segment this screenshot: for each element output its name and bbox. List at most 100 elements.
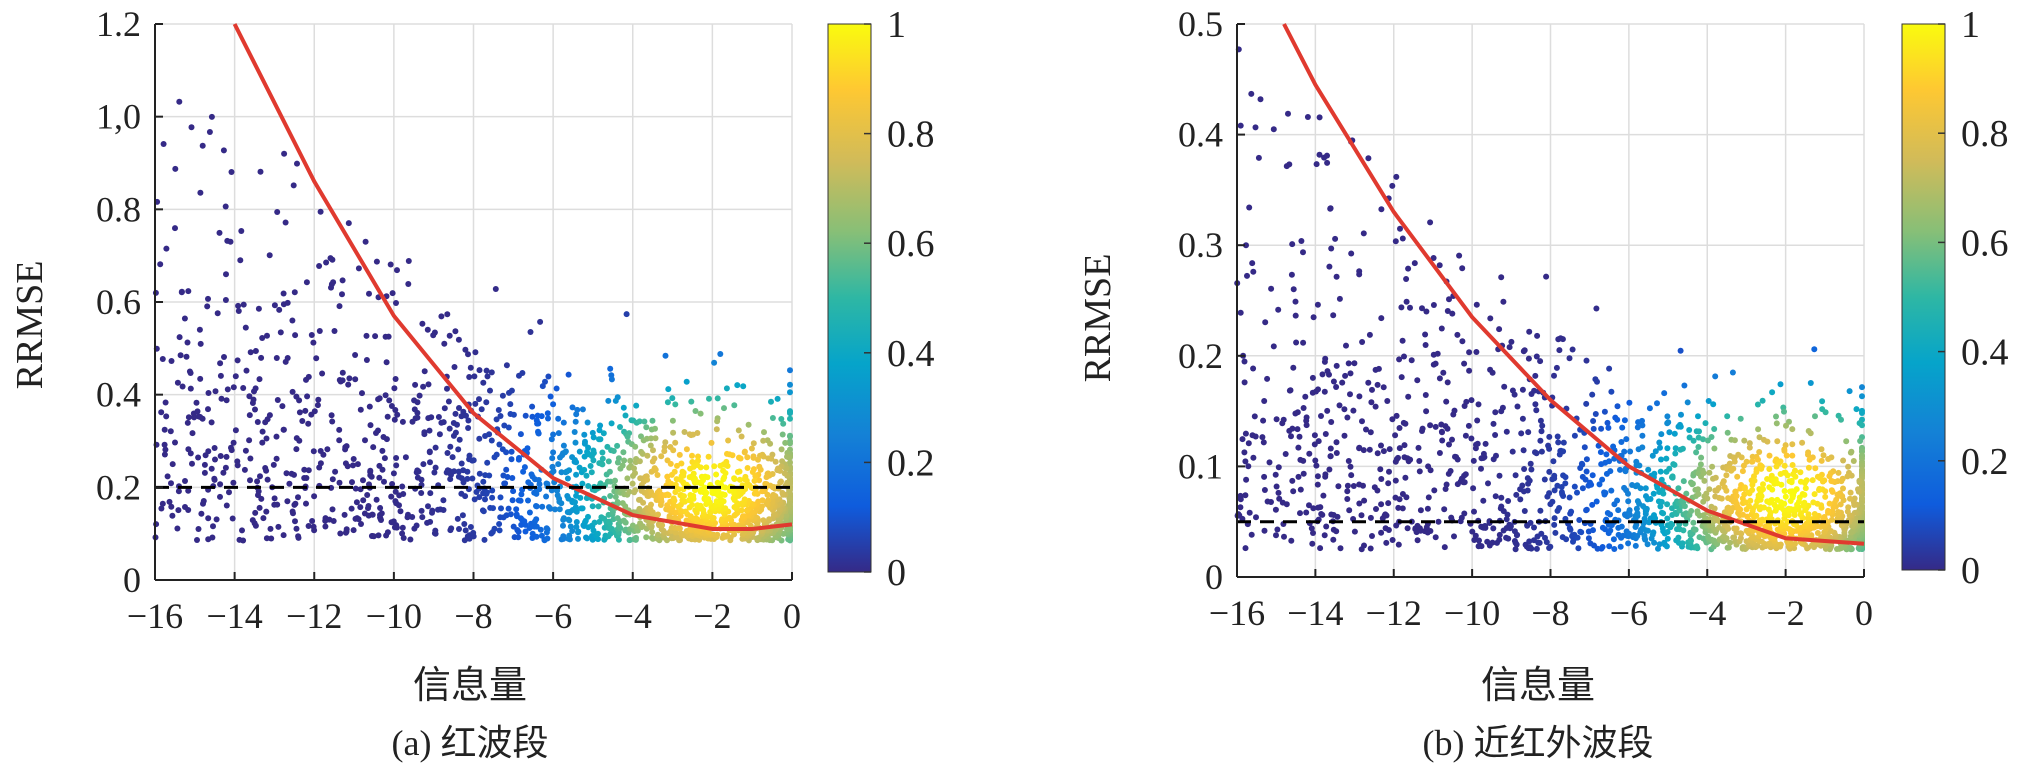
scatter-point <box>1766 466 1773 472</box>
scatter-point <box>1583 456 1590 463</box>
scatter-point <box>257 168 264 175</box>
scatter-point <box>759 503 765 510</box>
scatter-point <box>1649 452 1656 459</box>
scatter-point <box>383 436 390 443</box>
scatter-point <box>451 364 458 370</box>
scatter-point <box>1386 468 1392 475</box>
scatter-point <box>1660 510 1667 517</box>
scatter-point <box>397 508 404 515</box>
scatter-point <box>537 526 544 533</box>
scatter-point <box>1300 249 1306 256</box>
scatter-point <box>465 417 472 424</box>
scatter-point <box>544 410 551 417</box>
scatter-point <box>1805 511 1812 518</box>
scatter-point <box>1633 521 1640 528</box>
scatter-point <box>633 402 640 409</box>
scatter-point <box>230 384 237 391</box>
scatter-point <box>175 507 182 514</box>
scatter-point <box>1789 426 1796 433</box>
scatter-point <box>1563 536 1570 543</box>
scatter-point <box>217 481 224 488</box>
scatter-point <box>1664 515 1671 522</box>
scatter-point <box>161 426 168 433</box>
scatter-point <box>1585 535 1592 542</box>
scatter-point <box>1466 367 1473 374</box>
scatter-point <box>389 481 396 487</box>
scatter-point <box>1764 438 1771 445</box>
scatter-point <box>1805 451 1811 458</box>
scatter-point <box>496 527 503 534</box>
scatter-point <box>748 445 755 452</box>
scatter-point <box>525 497 531 504</box>
scatter-point <box>759 488 766 495</box>
scatter-point <box>1273 532 1279 539</box>
scatter-point <box>1546 433 1553 440</box>
scatter-point <box>1498 274 1505 281</box>
scatter-point <box>246 412 253 419</box>
scatter-point <box>289 317 296 324</box>
scatter-point <box>1549 498 1556 505</box>
scatter-point <box>1576 517 1583 523</box>
scatter-point <box>255 305 262 312</box>
scatter-point <box>296 437 303 444</box>
scatter-point <box>228 447 235 454</box>
scatter-point <box>1521 466 1528 472</box>
panel-b-x-axis-label: 信息量 <box>1481 665 1595 707</box>
scatter-point <box>460 479 467 486</box>
scatter-point <box>267 525 274 532</box>
scatter-point <box>305 523 312 529</box>
scatter-point <box>1519 482 1526 489</box>
scatter-point <box>1806 456 1813 463</box>
scatter-point <box>339 377 346 384</box>
scatter-point <box>1639 422 1646 429</box>
scatter-point <box>1241 449 1248 456</box>
scatter-point <box>787 433 793 440</box>
scatter-point <box>1253 514 1259 521</box>
scatter-point <box>1526 328 1533 335</box>
scatter-point <box>508 456 515 463</box>
scatter-point <box>336 303 343 310</box>
scatter-point <box>498 505 504 512</box>
scatter-point <box>1773 463 1780 470</box>
scatter-point <box>496 521 503 527</box>
scatter-point <box>1663 543 1670 550</box>
scatter-point <box>643 424 650 431</box>
scatter-point <box>292 332 299 339</box>
scatter-point <box>706 395 712 402</box>
scatter-point <box>172 165 179 172</box>
scatter-point <box>252 509 259 516</box>
scatter-point <box>1287 387 1294 394</box>
scatter-point <box>1686 434 1693 441</box>
scatter-point <box>274 209 281 215</box>
scatter-point <box>584 535 591 542</box>
scatter-point <box>359 390 365 397</box>
scatter-point <box>509 475 516 481</box>
scatter-point <box>1401 353 1407 360</box>
panel-b-fit-curve <box>1282 23 1865 546</box>
scatter-point <box>1617 543 1624 550</box>
scatter-point <box>1297 510 1303 517</box>
scatter-point <box>600 430 607 437</box>
scatter-point <box>1327 445 1334 452</box>
panel-b: −16 −14 −12 −10 −8 −6 −4 −2 0 00.10.20.30.40.5 信… <box>1077 4 2009 763</box>
scatter-point <box>606 468 613 475</box>
scatter-point <box>217 453 224 459</box>
scatter-point <box>1285 110 1291 117</box>
scatter-point <box>1783 422 1789 429</box>
scatter-point <box>1675 485 1682 492</box>
scatter-point <box>632 487 639 494</box>
scatter-point <box>1319 511 1326 518</box>
scatter-point <box>779 489 786 496</box>
colorbar-tick-label: 0.6 <box>1961 222 2009 264</box>
scatter-point <box>242 447 249 454</box>
scatter-point <box>755 456 761 463</box>
scatter-point <box>413 522 420 529</box>
scatter-point <box>476 396 482 403</box>
scatter-point <box>1792 540 1798 547</box>
scatter-point <box>738 433 745 440</box>
scatter-point <box>1700 498 1707 505</box>
scatter-point <box>1378 315 1385 322</box>
scatter-point <box>1574 534 1581 541</box>
scatter-point <box>1242 430 1249 437</box>
scatter-point <box>227 238 234 245</box>
